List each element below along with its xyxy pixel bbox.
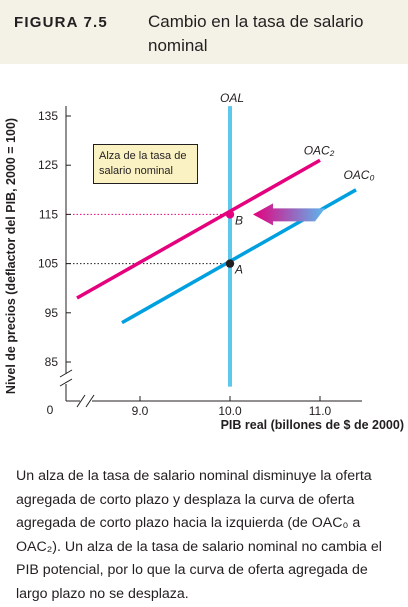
y-tick-label: 85 — [45, 355, 59, 369]
x-tick-label: 11.0 — [309, 404, 332, 418]
y-tick-label: 95 — [45, 306, 59, 320]
y-tick-label: 105 — [38, 257, 58, 271]
equilibrium-point-a — [225, 259, 235, 268]
x-axis-title: PIB real (billones de $ de 2000) — [221, 418, 404, 432]
y-axis-title: Nivel de precios (deflactor del PIB, 200… — [4, 118, 18, 394]
figure-number: FIGURA 7.5 — [14, 14, 108, 31]
figure-title: Cambio en la tasa de salario nominal — [148, 12, 364, 55]
equilibrium-point-b — [225, 210, 235, 219]
caption-text: Un alza de la tasa de salario nominal di… — [16, 468, 382, 602]
curve-label-oac0: OAC₀ — [343, 168, 374, 182]
figure-header: FIGURA 7.5 Cambio en la tasa de salario … — [0, 0, 408, 64]
origin-label: 0 — [47, 403, 54, 417]
wage-increase-note: Alza de la tasa de salario nominal — [93, 144, 198, 184]
figure-caption: Un alza de la tasa de salario nominal di… — [16, 465, 396, 607]
y-tick-label: 125 — [38, 158, 58, 172]
curve-oac2 — [76, 158, 321, 300]
point-label-b: B — [235, 213, 243, 227]
price-level-chart: 85 95 105 115 125 135 0 9.0 10.0 11.0 A B PIB real… — [4, 91, 404, 432]
curve-label-oal: OAL — [220, 91, 244, 105]
y-axis-break — [59, 378, 73, 387]
y-tick-label: 135 — [38, 109, 58, 123]
x-tick-label: 10.0 — [218, 404, 242, 418]
x-axis-break — [85, 394, 95, 408]
y-tick-label: 115 — [39, 207, 58, 221]
x-tick-label: 9.0 — [132, 404, 149, 418]
y-axis-break — [59, 369, 73, 378]
x-axis-break — [76, 394, 86, 408]
shift-arrow — [253, 203, 325, 226]
point-label-a: A — [234, 263, 243, 277]
curve-label-oac2: OAC₂ — [304, 143, 335, 157]
